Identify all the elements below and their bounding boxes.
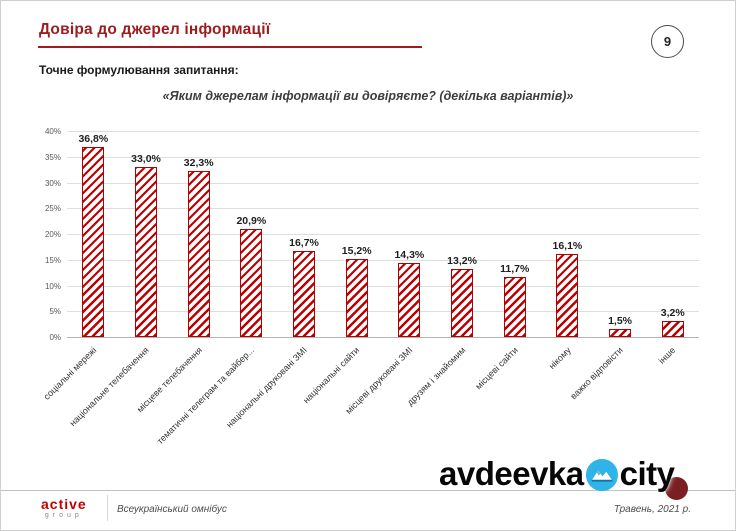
gridline	[67, 234, 699, 235]
bar-slot: 33,0%	[120, 131, 173, 337]
gridline	[67, 259, 699, 261]
bar-slot: 1,5%	[594, 131, 647, 337]
y-axis-tick: 40%	[44, 127, 61, 136]
logo-active-text: active	[41, 496, 87, 512]
bar	[187, 170, 210, 337]
x-axis-label: національні сайти	[301, 345, 362, 406]
y-axis-tick: 35%	[44, 152, 61, 162]
bar	[451, 269, 474, 337]
x-axis-label: важко відповісти	[568, 345, 626, 402]
bar-value-label: 13,2%	[447, 255, 477, 268]
bar	[556, 254, 579, 337]
footer-vertical-divider	[107, 495, 108, 521]
x-axis-label: соціальні мережі	[41, 345, 99, 402]
bar-value-label: 36,8%	[78, 133, 109, 146]
gridline	[67, 285, 699, 287]
bar	[240, 229, 263, 337]
bar	[398, 263, 421, 337]
active-group-logo: active group	[41, 497, 87, 519]
survey-name: Всеукраїнський омнібус	[117, 504, 227, 515]
bar	[661, 320, 684, 337]
bar-slot: 16,1%	[541, 131, 594, 337]
bar	[135, 167, 157, 337]
x-axis-label: тематичні телеграм та вайбер...	[155, 345, 257, 447]
bar-slot: 20,9%	[225, 131, 278, 337]
bar-value-label: 3,2%	[660, 306, 685, 319]
watermark-text-left: avdeevka	[439, 455, 584, 492]
gridline	[67, 131, 699, 132]
x-axis-label: інше	[657, 345, 678, 366]
bar-slot: 13,2%	[436, 131, 489, 337]
bar-slot: 14,3%	[383, 131, 436, 337]
y-axis-tick: 20%	[44, 230, 61, 239]
y-axis-tick: 30%	[44, 178, 61, 188]
bar	[345, 258, 368, 337]
question-text: «Яким джерелам інформації ви довіряєте? …	[162, 89, 574, 103]
bar-value-label: 16,7%	[289, 237, 319, 249]
x-axis-label: нікому	[546, 345, 573, 372]
bar-value-label: 32,3%	[183, 156, 214, 169]
bar-slot: 3,2%	[646, 131, 699, 337]
bar-slot: 16,7%	[278, 131, 331, 337]
gridline	[67, 337, 699, 338]
bar-value-label: 33,0%	[131, 153, 161, 166]
footer-divider-line	[1, 490, 735, 491]
bar-slot: 36,8%	[67, 131, 120, 337]
maroon-dot	[665, 477, 688, 500]
bar-slot: 11,7%	[488, 131, 541, 337]
bar	[609, 329, 632, 337]
gridline	[67, 311, 699, 313]
bar-value-label: 1,5%	[608, 315, 633, 328]
page-number: 9	[663, 34, 672, 49]
bar-row: 36,8% 33,0% 32,3% 20,9% 16,7% 15,2% 14,3% 13,2%…	[67, 131, 699, 337]
avdeevka-city-logo-icon	[585, 458, 619, 492]
y-axis-tick: 10%	[44, 281, 61, 291]
question-label: Точне формулювання запитання:	[39, 63, 239, 77]
y-axis-tick: 5%	[49, 307, 61, 317]
bar-value-label: 11,7%	[500, 262, 530, 275]
gridline	[67, 156, 699, 158]
gridline	[67, 182, 699, 184]
bar-slot: 32,3%	[172, 131, 225, 337]
bar	[503, 276, 526, 337]
page-title: Довіра до джерел інформації	[39, 21, 271, 38]
bar-value-label: 16,1%	[552, 240, 583, 253]
page-number-badge: 9	[651, 25, 684, 58]
logo-group-text: group	[44, 512, 83, 519]
x-axis-label: друзям і знайомим	[404, 345, 468, 408]
x-axis-labels: соціальні мережі національне телебачення м…	[42, 343, 699, 468]
trust-sources-bar-chart: 0% 5% 10% 15% 20% 25% 30% 35% 40% 36,8% 33,0% 32,3…	[27, 125, 719, 470]
y-axis-tick: 15%	[44, 255, 61, 265]
y-axis-tick: 25%	[44, 204, 61, 214]
avdeevka-city-watermark: avdeevka city	[439, 455, 675, 493]
bar-slot: 15,2%	[330, 131, 383, 337]
bar-value-label: 14,3%	[394, 249, 425, 262]
watermark-text-right: city	[619, 455, 675, 492]
gridline	[67, 208, 699, 210]
title-underline	[38, 46, 422, 48]
bar-value-label: 15,2%	[341, 244, 372, 257]
bar-value-label: 20,9%	[236, 215, 267, 228]
bar	[293, 251, 316, 337]
bar	[82, 147, 105, 337]
plot-area: 36,8% 33,0% 32,3% 20,9% 16,7% 15,2% 14,3% 13,2%…	[67, 131, 699, 338]
survey-date: Травень, 2021 р.	[613, 504, 691, 515]
y-axis-tick: 0%	[49, 333, 61, 342]
x-axis-label: місцеві сайти	[473, 345, 520, 392]
